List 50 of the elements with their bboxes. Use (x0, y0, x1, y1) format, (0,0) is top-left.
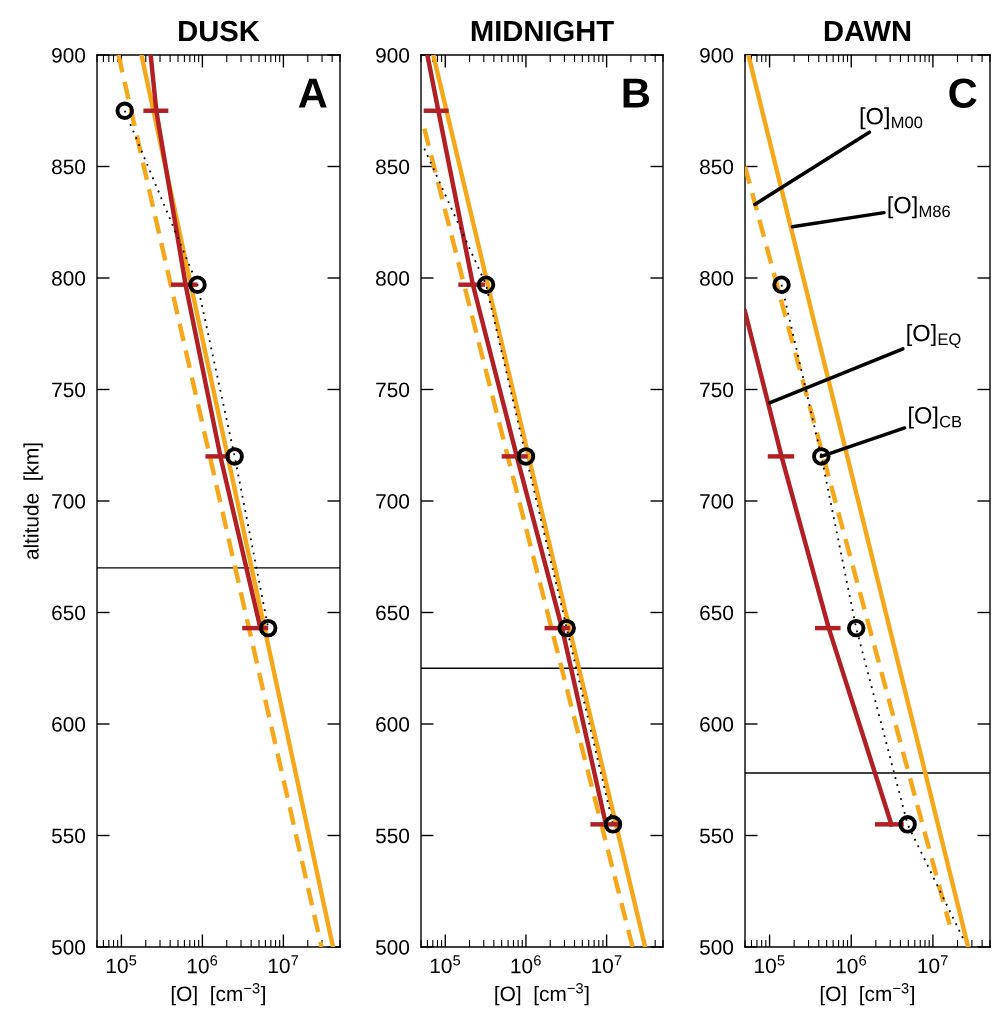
y-tick-label: 850 (376, 159, 410, 175)
x-tick-label: 10$^{7}$ (268, 955, 299, 974)
y-axis-title: altitude [km] (23, 443, 43, 560)
y-tick-label: 500 (51, 940, 86, 955)
x-tick-label: 10$^{6}$ (836, 955, 867, 974)
y-tick-label: 650 (52, 605, 86, 621)
chart-title: MIDNIGHT (471, 20, 614, 42)
y-tick-label: 750 (376, 382, 410, 398)
y-tick-label: 550 (375, 828, 410, 844)
y-tick-label: 550 (699, 828, 734, 844)
y-tick-label: 600 (700, 717, 734, 732)
annotation: [O]$_{M86}$ (888, 196, 950, 219)
x-tick-label: 10$^{6}$ (511, 955, 541, 974)
y-tick-label: 600 (52, 717, 86, 732)
y-tick-label: 900 (376, 48, 410, 63)
y-tick-label: 700 (52, 494, 86, 509)
y-tick-label: 650 (700, 605, 734, 621)
y-tick-label: 900 (52, 48, 86, 63)
x-tick-label: 10$^{5}$ (106, 955, 137, 974)
annotation: [O]$_{M00}$ (860, 107, 923, 130)
x-tick-label: 10$^{7}$ (918, 955, 948, 974)
y-tick-label: 750 (52, 382, 86, 398)
x-axis-title: [O] [cm$^{−3}$] (820, 983, 914, 1006)
annotation: C (949, 78, 977, 108)
annotation: B (623, 78, 650, 108)
x-tick-label: 10$^{6}$ (187, 955, 218, 974)
y-tick-label: 700 (700, 494, 734, 509)
y-tick-label: 800 (52, 271, 86, 286)
annotation: [O]$_{CB}$ (909, 406, 962, 429)
y-tick-label: 800 (700, 271, 734, 286)
chart-title: DUSK (179, 20, 260, 42)
y-tick-label: 700 (376, 494, 410, 509)
y-tick-label: 500 (375, 940, 410, 955)
y-tick-label: 650 (376, 605, 410, 621)
annotation: A (298, 78, 327, 108)
x-tick-label: 10$^{5}$ (755, 955, 785, 974)
x-axis-title: [O] [cm$^{−3}$] (171, 983, 265, 1006)
y-tick-label: 850 (52, 159, 86, 175)
y-tick-label: 600 (376, 717, 410, 732)
chart-title: DAWN (824, 21, 911, 42)
x-axis-title: [O] [cm$^{−3}$] (495, 983, 589, 1006)
y-tick-label: 550 (51, 828, 86, 844)
annotation: [O]$_{EQ}$ (907, 324, 961, 349)
x-tick-label: 10$^{7}$ (592, 955, 622, 974)
y-tick-label: 900 (700, 48, 734, 63)
y-tick-label: 750 (700, 382, 734, 398)
y-tick-label: 800 (376, 271, 410, 286)
y-tick-label: 850 (700, 159, 734, 175)
x-tick-label: 10$^{5}$ (430, 955, 461, 974)
y-tick-label: 500 (699, 940, 734, 955)
